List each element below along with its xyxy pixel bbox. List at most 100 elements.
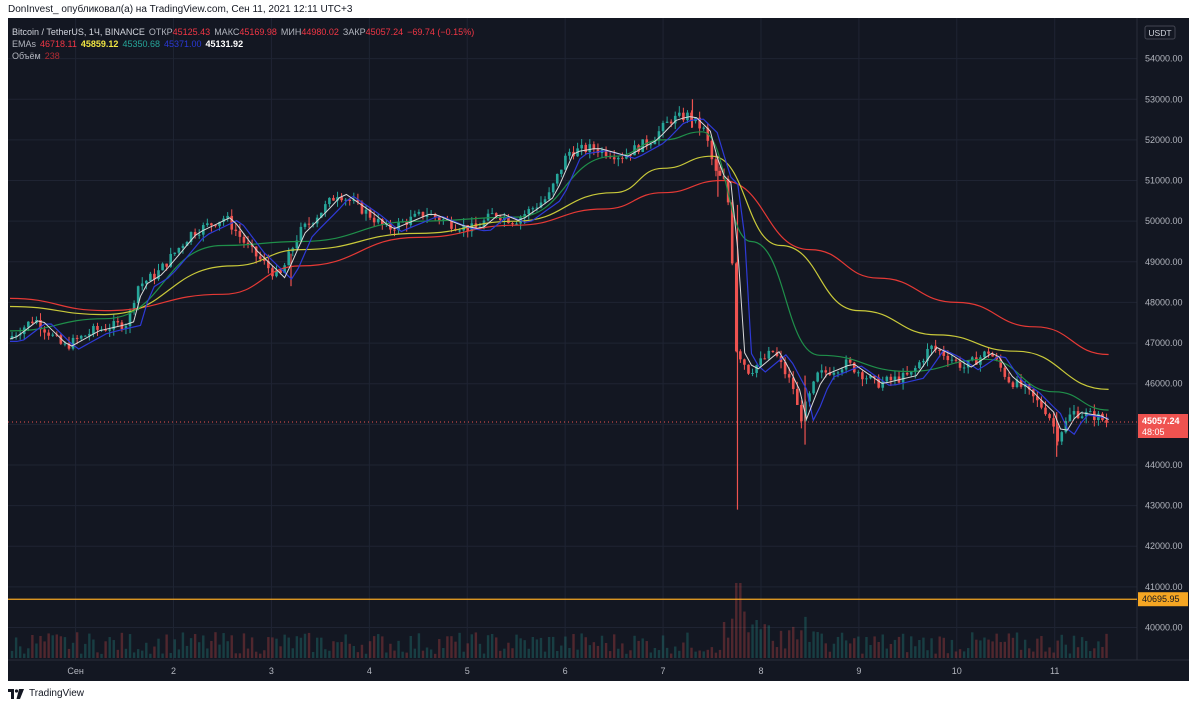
candle-body: [885, 376, 889, 382]
candle-body: [812, 381, 815, 394]
volume-bar: [836, 636, 840, 658]
ema2-value: 45859.12: [80, 39, 119, 49]
volume-bar: [783, 648, 787, 658]
volume-bar: [210, 640, 213, 658]
candle-body: [368, 209, 372, 218]
volume-bar: [1072, 635, 1076, 658]
volume-bar: [332, 641, 335, 658]
volume-bar: [861, 653, 864, 658]
close-value: 45057.24: [365, 27, 404, 37]
volume-bar: [299, 637, 303, 658]
candle-body: [246, 242, 250, 245]
volume-bar: [63, 637, 67, 658]
candle-body: [682, 112, 685, 121]
candle-body: [450, 220, 453, 229]
volume-bar: [397, 640, 400, 658]
volume-bar: [104, 641, 107, 658]
candle-body: [397, 221, 400, 231]
publisher-info: DonInvest_ опубликовал(а) на TradingView…: [8, 4, 353, 15]
candle-body: [226, 215, 229, 219]
volume-bar: [751, 624, 754, 658]
candle-body: [836, 372, 840, 374]
volume-bar: [1032, 651, 1035, 658]
change-value: −69.74 (−0.15%): [407, 27, 475, 37]
volume-bar: [1015, 632, 1019, 658]
volume-bar: [971, 632, 974, 658]
candle-body: [604, 149, 608, 157]
volume-bar: [507, 642, 510, 658]
volume-bar: [580, 633, 583, 658]
volume-bar: [1044, 651, 1047, 658]
volume-bar: [600, 635, 604, 658]
volume-bar: [568, 648, 571, 658]
candle-body: [547, 192, 551, 200]
ema-line-white: [9, 116, 1109, 431]
time-tick-label: 6: [563, 666, 568, 676]
candle-body: [714, 159, 718, 171]
volume-bar: [710, 647, 714, 658]
volume-bar: [617, 648, 620, 658]
volume-bar: [181, 632, 185, 658]
volume-bar: [108, 637, 111, 658]
price-tick-label: 41000.00: [1145, 582, 1183, 592]
candlestick-chart[interactable]: 40000.00 41000.00 42000.00 43000.00 44000.00…: [8, 18, 1189, 681]
volume-bar: [18, 646, 22, 658]
price-tick-label: 53000.00: [1145, 94, 1183, 104]
candle-body: [523, 214, 526, 218]
candle-body: [136, 286, 140, 304]
chart-area[interactable]: 40000.00 41000.00 42000.00 43000.00 44000.00…: [8, 18, 1189, 681]
volume-bar: [698, 650, 701, 658]
currency-label: USDT: [1148, 28, 1171, 38]
candle-body: [938, 349, 942, 352]
volume-bar: [433, 653, 437, 658]
volume-bar: [848, 643, 852, 658]
candle-body: [913, 368, 917, 373]
volume-bar: [796, 639, 799, 658]
candle-body: [206, 223, 209, 226]
volume-bar: [527, 648, 530, 658]
ema-label[interactable]: EMAs: [12, 39, 37, 49]
volume-bar: [193, 634, 197, 658]
countdown-label: 48:05: [1142, 427, 1165, 437]
volume-bar: [47, 633, 50, 658]
candle-body: [734, 263, 738, 352]
candle-body: [966, 360, 970, 368]
candle-body: [1003, 367, 1007, 377]
volume-bar: [254, 651, 258, 658]
price-tick-label: 51000.00: [1145, 176, 1183, 186]
candle-body: [909, 372, 913, 375]
volume-bar: [934, 653, 937, 658]
candle-body: [116, 321, 120, 323]
volume-bar: [27, 648, 30, 658]
candle-body: [63, 343, 67, 345]
candle-body: [873, 375, 876, 378]
candle-body: [319, 212, 323, 218]
candle-body: [27, 321, 30, 328]
open-label: ОТКР: [148, 27, 173, 37]
candle-body: [108, 329, 111, 331]
time-tick-label: 8: [758, 666, 763, 676]
candle-body: [877, 377, 880, 388]
price-tick-label: 44000.00: [1145, 460, 1183, 470]
volume-bar: [340, 641, 343, 658]
volume-bar: [116, 649, 120, 658]
candle-body: [185, 242, 189, 246]
volume-bar: [694, 651, 697, 658]
volume-label[interactable]: Объём: [12, 51, 41, 61]
volume-bar: [938, 636, 941, 658]
candle-body: [999, 359, 1003, 368]
volume-bar: [197, 642, 201, 658]
candle-body: [173, 252, 177, 254]
volume-bar: [840, 632, 844, 658]
volume-bar: [356, 652, 360, 658]
symbol-name[interactable]: Bitcoin / TetherUS, 1Ч, BINANCE: [12, 27, 145, 37]
candle-body: [83, 335, 87, 337]
volume-bar: [128, 634, 132, 658]
candle-body: [1060, 432, 1064, 442]
candle-body: [950, 359, 954, 361]
volume-bar: [645, 641, 648, 658]
volume-bar: [263, 650, 266, 658]
candle-body: [254, 246, 258, 257]
volume-bar: [674, 646, 677, 658]
candle-body: [140, 283, 144, 287]
